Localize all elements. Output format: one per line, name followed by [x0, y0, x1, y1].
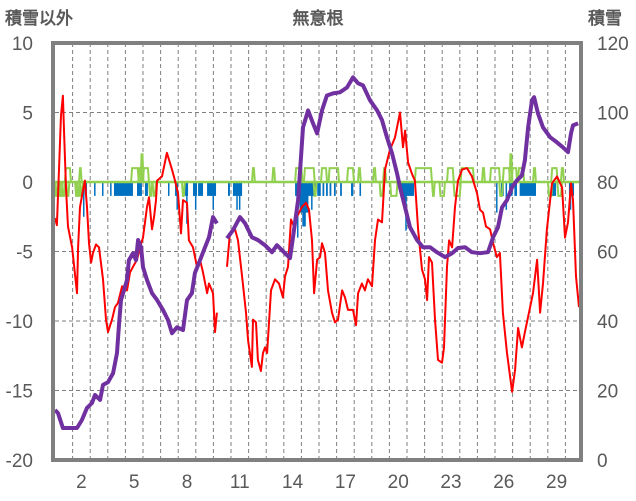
green-spike [431, 181, 436, 197]
left-axis-title: 積雪以外 [5, 8, 73, 29]
blue-bar [144, 182, 148, 196]
green-spike [550, 167, 559, 183]
y-left-tick-label: -20 [6, 451, 33, 472]
blue-bar [101, 182, 104, 196]
y-left-tick-label: -10 [6, 312, 33, 333]
blue-bar [82, 182, 85, 217]
blue-bar [550, 182, 557, 196]
blue-bar [351, 182, 354, 196]
green-spike [180, 181, 186, 197]
y-right-tick-label: 120 [597, 34, 629, 55]
x-tick-label: 17 [335, 472, 356, 493]
blue-bar [322, 182, 325, 196]
blue-bar [228, 182, 230, 196]
blue-bar [238, 182, 241, 210]
blue-bar [496, 182, 498, 213]
y-right-tick-label: 0 [597, 451, 608, 472]
green-spike [130, 167, 140, 183]
gridlines [55, 43, 583, 460]
green-spike [141, 167, 150, 183]
green-spike [60, 181, 67, 197]
blue-bar [326, 182, 328, 196]
green-spike [498, 181, 505, 197]
blue-bar [514, 182, 517, 196]
x-tick-label: 14 [282, 472, 304, 493]
blue-bar [94, 182, 96, 196]
green-spike [488, 167, 502, 183]
blue-bar [519, 182, 537, 196]
green-spike [312, 181, 318, 197]
green-spike [510, 167, 519, 183]
blue-bar [212, 182, 215, 210]
blue-bar [194, 182, 197, 210]
x-tick-label: 2 [76, 472, 87, 493]
x-tick-label: 8 [182, 472, 193, 493]
y-right-tick-label: 100 [597, 104, 629, 125]
y-right-tick-label: 40 [597, 312, 618, 333]
blue-bar [207, 182, 217, 196]
blue-bar [311, 182, 313, 210]
y-left-tick-label: 0 [22, 173, 33, 194]
x-tick-label: 5 [129, 472, 140, 493]
green-spike [151, 181, 157, 197]
y-left-tick-label: 5 [22, 104, 33, 125]
green-spike [302, 167, 316, 183]
green-spike [532, 167, 537, 183]
series-lines [53, 75, 583, 430]
green-spike [346, 167, 355, 183]
blue-bar [329, 182, 332, 196]
green-spike [327, 167, 341, 183]
purple-series-line [53, 75, 579, 430]
x-tick-label: 11 [230, 472, 250, 493]
green-spike [413, 167, 433, 183]
green-spike [389, 181, 399, 197]
green-spike [481, 167, 486, 183]
y-left-tick-label: -5 [16, 243, 33, 264]
green-spike [446, 167, 455, 183]
tick-labels: 10 5 0 -5 -10 -15 -20 120 100 80 60 40 20 0 2 5 8 11 14 17 2… [6, 34, 629, 493]
green-spike [372, 167, 377, 183]
green-spike [378, 181, 385, 197]
y-right-tick-label: 20 [597, 382, 618, 403]
green-spike [251, 167, 256, 183]
green-spike [559, 167, 565, 183]
chart-title: 無意根 [293, 8, 344, 29]
blue-bar [167, 182, 170, 196]
x-tick-label: 20 [388, 472, 409, 493]
blue-bar [137, 182, 142, 196]
blue-bar [113, 182, 133, 196]
green-spike [438, 181, 446, 197]
green-spike [319, 167, 329, 183]
blue-bar [110, 182, 112, 196]
green-spike [148, 181, 153, 197]
red-series-line [54, 94, 580, 393]
blue-bar [403, 182, 407, 210]
blue-bar [317, 182, 321, 196]
y-left-tick-label: -15 [6, 382, 33, 403]
blue-bar [198, 182, 204, 196]
x-tick-label: 29 [546, 472, 567, 493]
green-spike [271, 167, 277, 183]
y-right-tick-label: 80 [597, 173, 618, 194]
blue-bar [505, 182, 508, 210]
blue-bar [236, 182, 238, 210]
green-spike [75, 181, 81, 197]
y-left-tick-label: 10 [12, 34, 33, 55]
green-spike [77, 167, 83, 183]
x-tick-label: 26 [493, 472, 514, 493]
y-right-tick-label: 60 [597, 243, 618, 264]
blue-bar [333, 182, 336, 196]
right-axis-title: 積雪 [588, 8, 622, 29]
x-tick-label: 23 [440, 472, 461, 493]
blue-bar [340, 182, 342, 196]
green-spike [356, 167, 362, 183]
blue-bar [176, 182, 178, 210]
blue-bar [359, 182, 362, 196]
plot-border [51, 41, 583, 462]
